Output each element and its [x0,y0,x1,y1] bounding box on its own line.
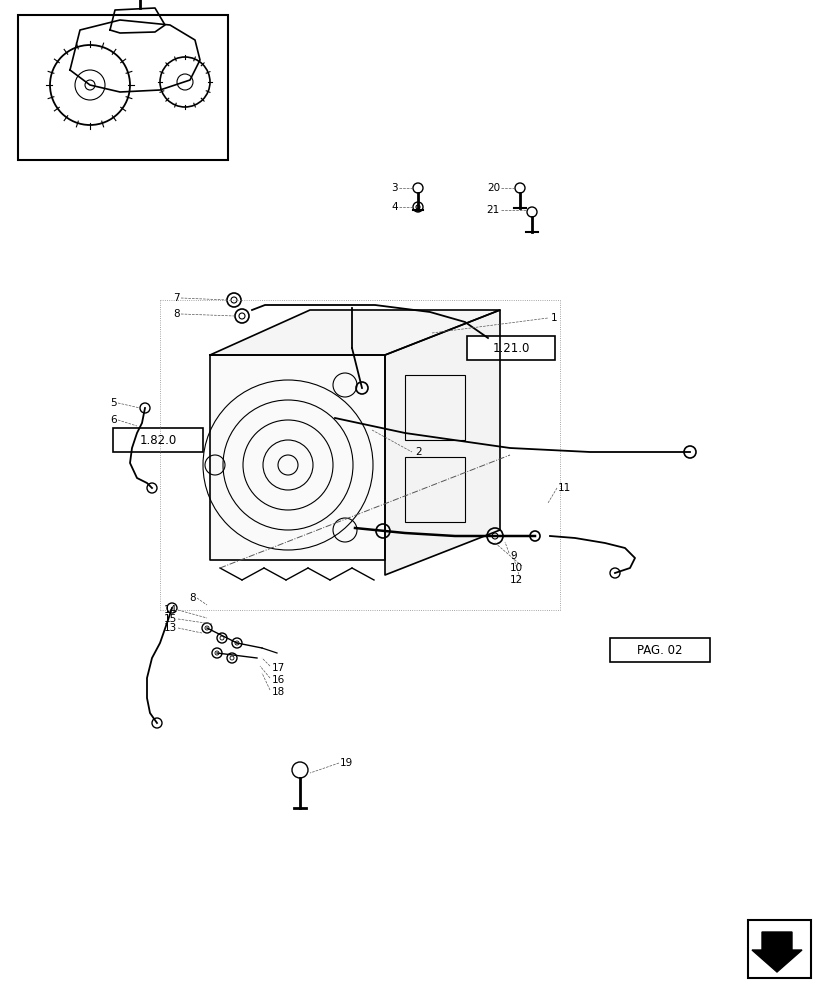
Text: 17: 17 [272,663,285,673]
Text: 6: 6 [110,415,117,425]
Bar [404,457,465,522]
Text: 1.82.0: 1.82.0 [139,434,176,446]
Text: 20: 20 [486,183,500,193]
Bar [18,15,227,160]
Bar [404,375,465,440]
Bar [466,336,554,360]
Text: 11: 11 [557,483,571,493]
Text: 8: 8 [189,593,196,603]
Text: 1: 1 [550,313,557,323]
Text: 21: 21 [486,205,500,215]
Bar [112,428,203,452]
Text: 19: 19 [340,758,353,768]
Polygon shape [210,310,500,355]
Text: 14: 14 [164,605,177,615]
Text: 2: 2 [414,447,421,457]
Polygon shape [210,355,385,560]
Text: 15: 15 [164,614,177,624]
Text: 16: 16 [272,675,285,685]
Bar [609,638,709,662]
Polygon shape [385,310,500,575]
Bar [747,920,810,978]
Text: 18: 18 [272,687,285,697]
Text: 9: 9 [509,551,516,561]
Text: 5: 5 [110,398,117,408]
Text: 10: 10 [509,563,523,573]
Text: 12: 12 [509,575,523,585]
Text: 3: 3 [391,183,398,193]
Text: 4: 4 [391,202,398,212]
Text: 1.21.0: 1.21.0 [492,342,529,355]
Text: 8: 8 [173,309,179,319]
Text: 13: 13 [164,623,177,633]
Text: PAG. 02: PAG. 02 [637,644,682,656]
Polygon shape [751,932,801,972]
Text: 7: 7 [173,293,179,303]
